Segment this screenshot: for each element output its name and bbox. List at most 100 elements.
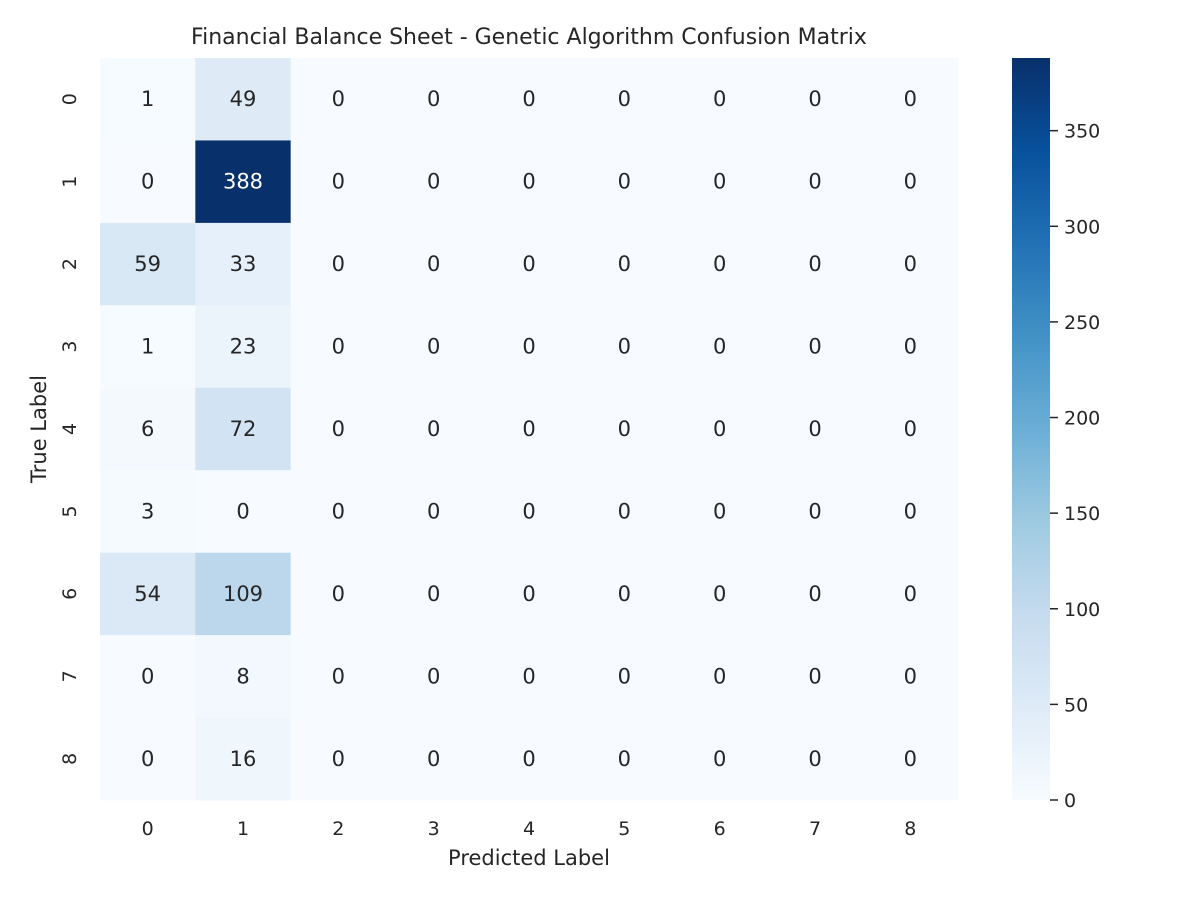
cell-value-label-r6-c1: 109 xyxy=(223,582,263,606)
cell-value-label-r6-c5: 0 xyxy=(618,582,631,606)
heatmap-cell-r3-c8 xyxy=(862,305,959,389)
cell-value-label-r6-c7: 0 xyxy=(808,582,821,606)
heatmap-cell-r2-c6 xyxy=(672,222,768,306)
heatmap-cell-r5-c4 xyxy=(481,470,578,554)
x-tick-label-0: 0 xyxy=(142,818,154,840)
cell-value-label-r1-c2: 0 xyxy=(332,170,345,194)
heatmap-cell-r2-c1 xyxy=(195,222,292,306)
cell-value-label-r5-c2: 0 xyxy=(332,499,345,523)
heatmap-cell-r8-c1 xyxy=(195,717,292,801)
heatmap-cell-r4-c7 xyxy=(767,387,864,471)
heatmap-cell-r3-c4 xyxy=(481,305,578,389)
cell-value-label-r3-c4: 0 xyxy=(522,335,535,359)
y-axis-label: True Label xyxy=(27,375,51,484)
heatmap-cell-r3-c6 xyxy=(672,305,768,389)
heatmap-cell-r6-c2 xyxy=(290,552,387,636)
heatmap-cell-r1-c8 xyxy=(862,140,959,224)
cell-value-label-r8-c0: 0 xyxy=(141,747,154,771)
cell-value-label-r3-c0: 1 xyxy=(141,335,154,359)
cell-value-label-r6-c6: 0 xyxy=(713,582,726,606)
heatmap-cell-r8-c7 xyxy=(767,717,864,801)
heatmap-cell-r6-c0 xyxy=(100,552,196,636)
heatmap-cell-r1-c5 xyxy=(576,140,673,224)
y-tick-label-4: 4 xyxy=(59,423,81,435)
heatmap-cell-r1-c2 xyxy=(290,140,387,224)
cell-value-label-r1-c3: 0 xyxy=(427,170,440,194)
cell-value-label-r5-c3: 0 xyxy=(427,499,440,523)
y-tick-label-2: 2 xyxy=(59,258,81,270)
heatmap-cell-r6-c4 xyxy=(481,552,578,636)
heatmap-cell-r1-c1 xyxy=(195,140,292,224)
heatmap-cell-r8-c3 xyxy=(386,717,482,801)
heatmap-cell-r0-c5 xyxy=(576,58,673,141)
cell-value-label-r0-c6: 0 xyxy=(713,87,726,111)
cell-value-label-r3-c2: 0 xyxy=(332,335,345,359)
heatmap-cell-r3-c7 xyxy=(767,305,864,389)
heatmap-cell-r6-c3 xyxy=(386,552,482,636)
heatmap-cell-r7-c4 xyxy=(481,635,578,719)
heatmap-cell-r2-c8 xyxy=(862,222,959,306)
y-tick-label-5: 5 xyxy=(59,505,81,517)
heatmap-cell-r0-c2 xyxy=(290,58,387,141)
cell-value-label-r4-c4: 0 xyxy=(522,417,535,441)
cell-value-label-r1-c7: 0 xyxy=(808,170,821,194)
cell-value-label-r8-c3: 0 xyxy=(427,747,440,771)
colorbar xyxy=(1012,58,1050,800)
x-tick-label-1: 1 xyxy=(237,818,249,840)
heatmap-cell-r4-c6 xyxy=(672,387,768,471)
cell-value-label-r5-c7: 0 xyxy=(808,499,821,523)
cell-value-label-r4-c0: 6 xyxy=(141,417,154,441)
cell-value-label-r2-c5: 0 xyxy=(618,252,631,276)
cell-value-label-r3-c7: 0 xyxy=(808,335,821,359)
cell-value-label-r2-c8: 0 xyxy=(904,252,917,276)
cell-value-label-r4-c1: 72 xyxy=(230,417,257,441)
heatmap-cell-r7-c6 xyxy=(672,635,768,719)
x-axis-tick-labels: 0 1 2 3 4 5 6 7 8 xyxy=(142,818,917,840)
cell-value-label-r5-c4: 0 xyxy=(522,499,535,523)
cell-value-label-r7-c2: 0 xyxy=(332,664,345,688)
cell-value-label-r1-c1: 388 xyxy=(223,170,263,194)
heatmap-cell-r7-c7 xyxy=(767,635,864,719)
colorbar-tick-label-150: 150 xyxy=(1064,503,1100,525)
cell-value-label-r6-c0: 54 xyxy=(134,582,161,606)
heatmap-cell-r2-c0 xyxy=(100,222,196,306)
colorbar-tick-label-50: 50 xyxy=(1064,694,1088,716)
heatmap-cell-r0-c6 xyxy=(672,58,768,141)
x-tick-label-3: 3 xyxy=(428,818,440,840)
heatmap-cell-r1-c6 xyxy=(672,140,768,224)
cell-value-label-r0-c7: 0 xyxy=(808,87,821,111)
cell-value-label-r4-c3: 0 xyxy=(427,417,440,441)
cell-value-label-r0-c5: 0 xyxy=(618,87,631,111)
cell-value-label-r3-c1: 23 xyxy=(230,335,257,359)
cell-value-label-r6-c8: 0 xyxy=(904,582,917,606)
cell-value-label-r0-c8: 0 xyxy=(904,87,917,111)
x-tick-label-7: 7 xyxy=(809,818,821,840)
heatmap-cell-r8-c6 xyxy=(672,717,768,801)
cell-value-label-r6-c4: 0 xyxy=(522,582,535,606)
heatmap-cell-r7-c2 xyxy=(290,635,387,719)
heatmap-cell-r5-c5 xyxy=(576,470,673,554)
colorbar-tick-label-100: 100 xyxy=(1064,599,1100,621)
cell-value-label-r4-c5: 0 xyxy=(618,417,631,441)
heatmap-cell-r8-c4 xyxy=(481,717,578,801)
cell-value-label-r1-c4: 0 xyxy=(522,170,535,194)
cell-value-label-r8-c8: 0 xyxy=(904,747,917,771)
x-tick-label-6: 6 xyxy=(714,818,726,840)
heatmap-cell-r4-c8 xyxy=(862,387,959,471)
cell-value-label-r4-c2: 0 xyxy=(332,417,345,441)
cell-value-label-r5-c5: 0 xyxy=(618,499,631,523)
cell-value-label-r6-c3: 0 xyxy=(427,582,440,606)
colorbar-tick-label-300: 300 xyxy=(1064,216,1100,238)
cell-value-label-r5-c0: 3 xyxy=(141,499,154,523)
heatmap-cell-r5-c2 xyxy=(290,470,387,554)
heatmap-cell-r4-c4 xyxy=(481,387,578,471)
heatmap-cell-r0-c8 xyxy=(862,58,959,141)
cell-value-label-r1-c5: 0 xyxy=(618,170,631,194)
heatmap-cell-r3-c0 xyxy=(100,305,196,389)
heatmap-cell-r6-c7 xyxy=(767,552,864,636)
x-axis-label: Predicted Label xyxy=(448,846,610,870)
cell-value-label-r1-c6: 0 xyxy=(713,170,726,194)
y-tick-label-6: 6 xyxy=(59,588,81,600)
heatmap-cell-r5-c6 xyxy=(672,470,768,554)
